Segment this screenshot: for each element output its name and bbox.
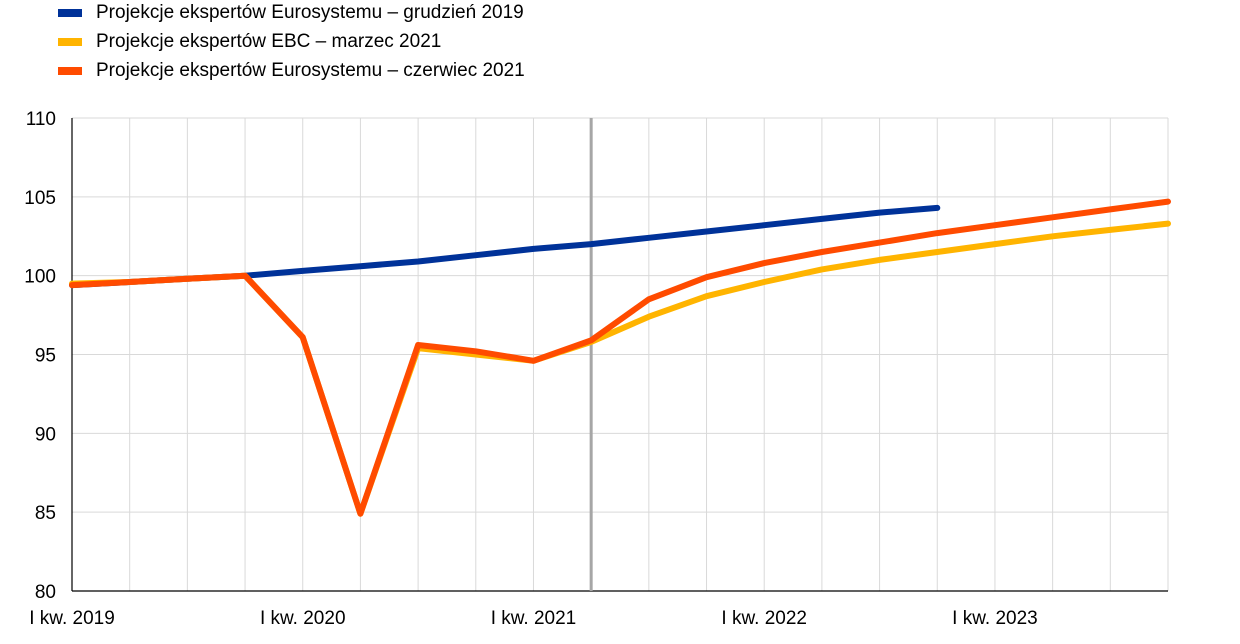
y-tick-label: 100: [24, 267, 56, 288]
legend-swatch: [58, 67, 82, 75]
legend-label: Projekcje ekspertów Eurosystemu – grudzi…: [96, 2, 524, 23]
y-tick-label: 80: [35, 582, 56, 603]
x-tick-label: I kw. 2019: [29, 608, 115, 629]
y-tick-label: 110: [26, 109, 56, 130]
x-tick-label: I kw. 2022: [721, 608, 807, 629]
series-line-2: [69, 220, 1171, 517]
legend-label: Projekcje ekspertów EBC – marzec 2021: [96, 31, 442, 52]
x-tick-label: I kw. 2023: [952, 608, 1038, 629]
series-line-3: [69, 198, 1171, 517]
legend-label: Projekcje ekspertów Eurosystemu – czerwi…: [96, 60, 525, 81]
grid: [71, 117, 1169, 592]
legend-swatch: [58, 38, 82, 46]
x-axis: I kw. 2019 I kw. 2020 I kw. 2021 I kw. 2022…: [29, 608, 1038, 629]
y-tick-label: 85: [35, 503, 56, 524]
x-tick-label: I kw. 2020: [260, 608, 346, 629]
legend-swatch: [58, 9, 82, 17]
y-axis: 80 85 90 95 100 105 110: [24, 109, 56, 603]
series-layer: [69, 198, 1171, 517]
y-tick-label: 90: [35, 424, 56, 445]
y-tick-label: 95: [35, 346, 56, 367]
y-tick-label: 105: [24, 188, 56, 209]
x-tick-label: I kw. 2021: [491, 608, 577, 629]
